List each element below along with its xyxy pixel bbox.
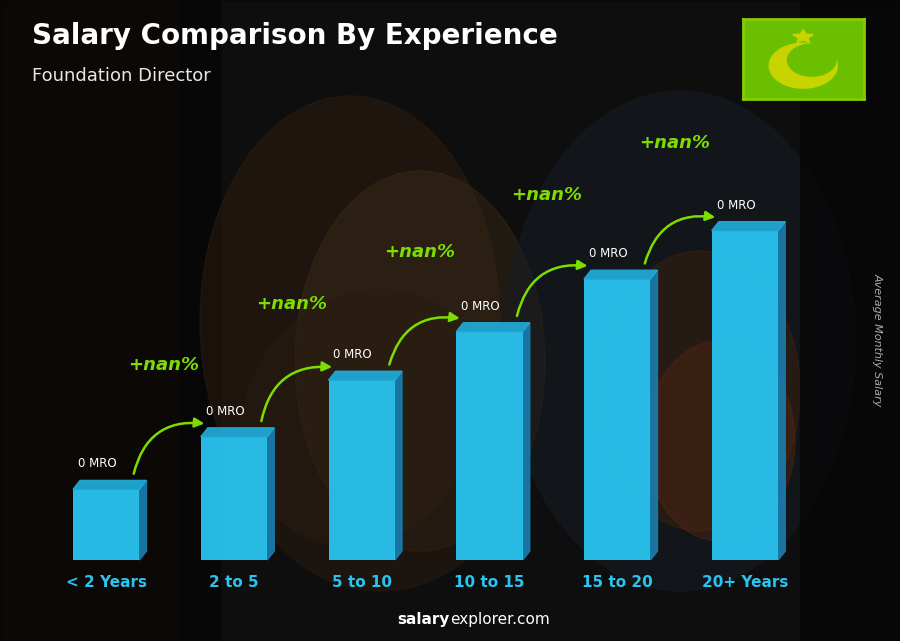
- Ellipse shape: [645, 341, 795, 541]
- Text: 0 MRO: 0 MRO: [589, 247, 627, 260]
- Text: 0 MRO: 0 MRO: [334, 348, 372, 361]
- Text: 0 MRO: 0 MRO: [78, 457, 117, 470]
- Polygon shape: [456, 323, 530, 331]
- Bar: [456, 331, 523, 560]
- Text: Average Monthly Salary: Average Monthly Salary: [872, 273, 883, 406]
- Polygon shape: [395, 371, 402, 560]
- Polygon shape: [793, 29, 814, 43]
- Bar: [712, 231, 778, 560]
- Text: Salary Comparison By Experience: Salary Comparison By Experience: [32, 22, 557, 51]
- Ellipse shape: [295, 171, 545, 551]
- Text: 0 MRO: 0 MRO: [206, 404, 245, 418]
- Polygon shape: [523, 323, 530, 560]
- Ellipse shape: [505, 91, 855, 591]
- Text: explorer.com: explorer.com: [450, 612, 550, 627]
- Bar: [201, 437, 267, 560]
- Bar: [0, 0, 180, 641]
- Text: 0 MRO: 0 MRO: [461, 299, 500, 313]
- Bar: [800, 0, 900, 641]
- Text: +nan%: +nan%: [639, 134, 710, 152]
- Bar: [584, 279, 651, 560]
- Polygon shape: [651, 271, 658, 560]
- Polygon shape: [788, 44, 836, 76]
- Text: Foundation Director: Foundation Director: [32, 67, 211, 85]
- Polygon shape: [712, 222, 785, 231]
- Polygon shape: [584, 271, 658, 279]
- Polygon shape: [140, 480, 147, 560]
- Polygon shape: [770, 44, 837, 88]
- Bar: [0, 0, 220, 641]
- Ellipse shape: [600, 251, 800, 531]
- Ellipse shape: [240, 291, 520, 591]
- Bar: [73, 489, 140, 560]
- Text: +nan%: +nan%: [383, 243, 454, 261]
- Polygon shape: [267, 428, 274, 560]
- Text: +nan%: +nan%: [511, 187, 582, 204]
- Polygon shape: [328, 371, 402, 380]
- Polygon shape: [778, 222, 785, 560]
- Ellipse shape: [200, 96, 500, 546]
- Bar: [328, 380, 395, 560]
- Polygon shape: [201, 428, 274, 437]
- Text: 0 MRO: 0 MRO: [716, 199, 755, 212]
- Text: +nan%: +nan%: [256, 296, 327, 313]
- Text: salary: salary: [398, 612, 450, 627]
- Text: +nan%: +nan%: [128, 356, 199, 374]
- Polygon shape: [73, 480, 147, 489]
